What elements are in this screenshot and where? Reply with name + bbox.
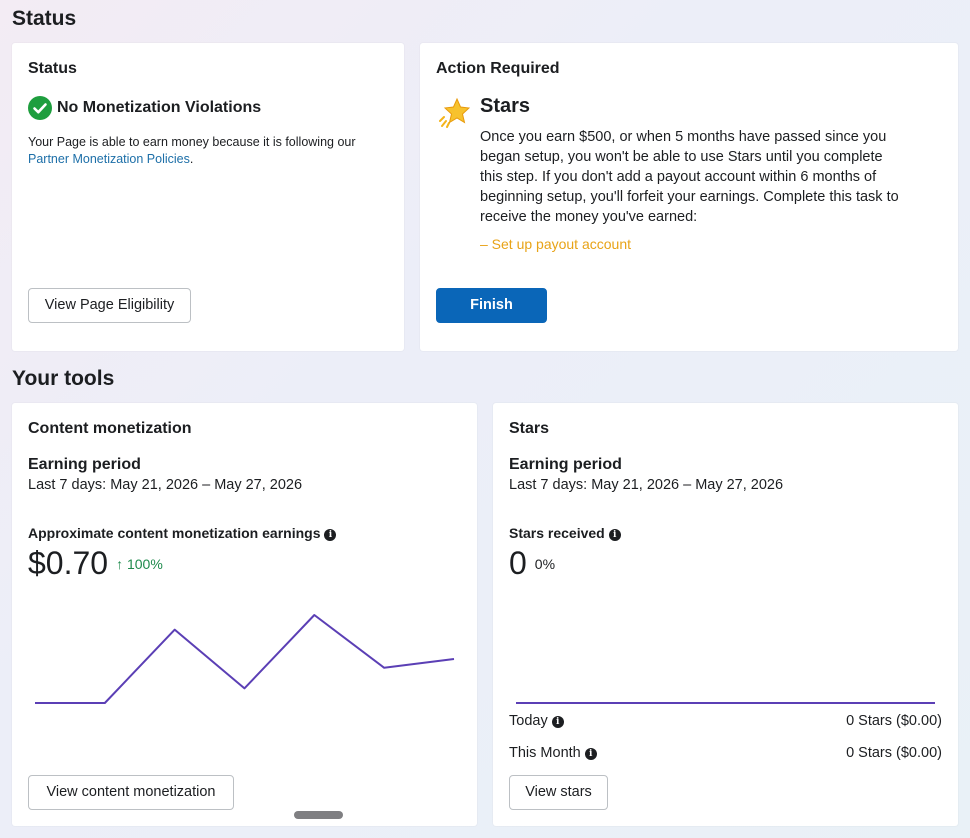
stars-card: Stars Earning period Last 7 days: May 21…	[493, 403, 958, 826]
month-label: This Month	[509, 745, 581, 761]
info-icon[interactable]: i	[324, 529, 337, 541]
content-earnings-line	[35, 614, 455, 704]
today-value: 0 Stars ($0.00)	[846, 713, 942, 729]
policy-link[interactable]: Partner Monetization Policies	[28, 152, 190, 166]
action-required-card: Action Required Stars Once you earn $500…	[420, 43, 958, 351]
content-monetization-card: Content monetization Earning period Last…	[12, 403, 477, 826]
earnings-metric-label: Approximate content monetization earning…	[28, 525, 337, 541]
status-description: Your Page is able to earn money because …	[28, 135, 356, 166]
stars-earning-period-range: Last 7 days: May 21, 2026 – May 27, 2026	[509, 477, 784, 493]
section-title-status: Status	[12, 7, 77, 30]
content-earnings-chart	[35, 614, 455, 704]
stars-change: 0%	[534, 556, 556, 572]
view-page-eligibility-button[interactable]: View Page Eligibility	[28, 288, 191, 323]
scroll-handle[interactable]	[294, 811, 343, 819]
info-icon[interactable]: i	[551, 716, 564, 728]
status-card: Status No Monetization Violations Your P…	[12, 43, 404, 351]
earnings-value-block: $0.70 ↑ 100%	[28, 545, 163, 582]
view-content-monetization-button[interactable]: View content monetization	[28, 775, 234, 810]
stars-heading: Stars	[480, 95, 531, 117]
earnings-metric-text: Approximate content monetization earning…	[28, 525, 321, 541]
stars-card-title: Stars	[509, 420, 550, 437]
stars-action-body: Once you earn $500, or when 5 months hav…	[480, 129, 899, 225]
info-icon[interactable]: i	[584, 748, 597, 760]
today-label: Today	[509, 713, 548, 729]
content-card-title: Content monetization	[28, 420, 192, 437]
star-icon	[439, 97, 470, 128]
arrow-up-icon: ↑	[116, 556, 124, 572]
finish-setup-button[interactable]: Finish setup	[436, 288, 547, 346]
stars-received-label: Stars received i	[509, 525, 621, 541]
month-value: 0 Stars ($0.00)	[846, 745, 942, 761]
earning-period-range: Last 7 days: May 21, 2026 – May 27, 2026	[28, 477, 303, 493]
today-row-label: Today i	[509, 713, 564, 729]
view-stars-button[interactable]: View stars	[509, 775, 608, 810]
payout-task[interactable]: – Set up payout account	[480, 236, 631, 252]
status-card-title: Status	[28, 60, 77, 77]
info-icon[interactable]: i	[608, 529, 621, 541]
earnings-change-value: 100%	[126, 556, 163, 572]
violation-status: No Monetization Violations	[28, 96, 261, 120]
stars-value: 0	[509, 545, 527, 581]
earnings-value: $0.70	[28, 545, 109, 581]
month-row-label: This Month i	[509, 745, 597, 761]
action-card-title: Action Required	[436, 60, 560, 77]
stars-value-block: 0 0%	[509, 545, 555, 582]
check-circle-icon	[28, 96, 52, 120]
stars-received-text: Stars received	[509, 525, 605, 541]
stars-chart	[516, 702, 935, 704]
status-description-text: Your Page is able to earn money because …	[28, 135, 356, 149]
stars-earning-period-label: Earning period	[509, 456, 622, 473]
earning-period-label: Earning period	[28, 456, 141, 473]
violation-text: No Monetization Violations	[57, 99, 262, 116]
earnings-change: ↑ 100%	[116, 556, 163, 572]
section-title-your-tools: Your tools	[12, 367, 115, 390]
